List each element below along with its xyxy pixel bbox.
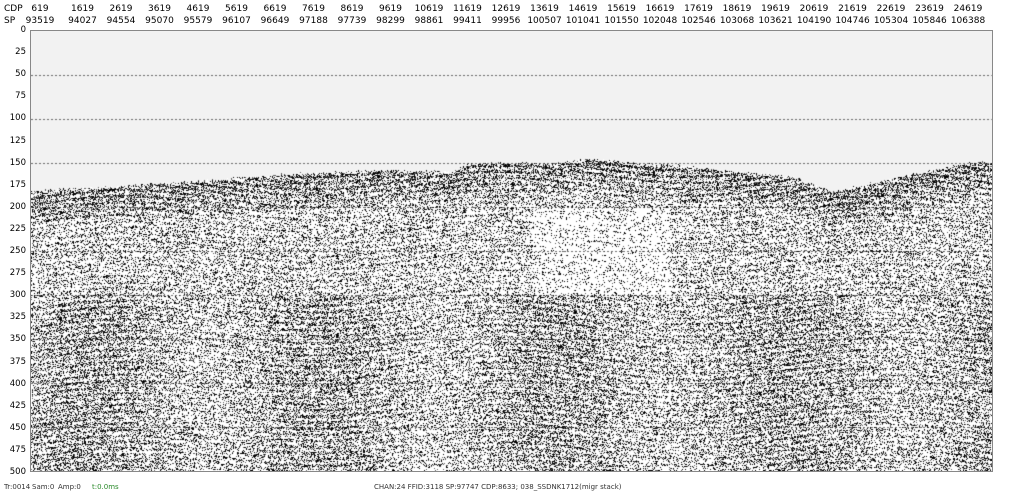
cdp-value: 7619 — [302, 4, 325, 14]
sp-value: 100507 — [527, 16, 562, 26]
time-tick-label: 50 — [15, 69, 26, 80]
cdp-value: 10619 — [414, 4, 444, 14]
time-tick-label: 200 — [9, 201, 26, 212]
sp-value: 98299 — [376, 16, 405, 26]
sp-value: 93519 — [25, 16, 55, 26]
sample-readout: Sam:0 — [32, 483, 55, 491]
sp-value: 96107 — [222, 16, 251, 26]
time-tick-label: 100 — [9, 113, 26, 124]
cdp-value: 12619 — [491, 4, 521, 14]
cdp-value: 16619 — [645, 4, 675, 14]
cdp-value: 5619 — [225, 4, 248, 14]
sp-value: 105304 — [873, 16, 909, 26]
time-tick-label: 375 — [9, 356, 26, 367]
sp-value: 102048 — [642, 16, 678, 26]
time-tick-label: 25 — [15, 47, 26, 58]
time-tick-label: 225 — [9, 223, 26, 234]
seismic-image[interactable] — [31, 31, 992, 471]
cdp-value: 8619 — [340, 4, 364, 14]
cdp-value: 1619 — [71, 4, 94, 14]
sp-value: 103621 — [758, 16, 793, 26]
cdp-value: 13619 — [530, 4, 559, 14]
sp-value: 97739 — [337, 16, 367, 26]
cdp-value: 4619 — [186, 4, 210, 14]
seismic-section[interactable] — [30, 30, 993, 472]
time-tick-label: 250 — [9, 246, 26, 256]
sp-value: 104190 — [796, 16, 832, 26]
sp-value: 103068 — [719, 16, 755, 26]
time-tick-label: 175 — [9, 179, 26, 190]
cdp-value: 22619 — [876, 4, 906, 14]
time-tick-label: 125 — [9, 135, 26, 146]
time-tick-label: 325 — [9, 312, 26, 323]
cdp-value: 11619 — [453, 4, 482, 14]
sp-value: 106388 — [950, 16, 986, 26]
cdp-value: 14619 — [568, 4, 598, 14]
cdp-value: 9619 — [379, 4, 402, 14]
cdp-value: 17619 — [684, 4, 713, 14]
cdp-value: 619 — [31, 4, 49, 14]
cdp-value: 19619 — [761, 4, 790, 14]
cdp-value: 23619 — [915, 4, 944, 14]
sp-label: SP — [4, 16, 16, 26]
time-tick-label: 275 — [9, 268, 26, 279]
cdp-value: 21619 — [838, 4, 867, 14]
section-info: CHAN:24 FFID:3118 SP:97747 CDP:8633; 038… — [374, 483, 622, 491]
time-readout: t:0.0ms — [92, 483, 119, 491]
sp-value: 101041 — [565, 16, 601, 26]
sp-value: 97188 — [299, 16, 328, 26]
cdp-value: 24619 — [953, 4, 983, 14]
trace-readout: Tr:0014 — [4, 483, 31, 491]
time-tick-label: 350 — [9, 334, 26, 345]
cdp-value: 2619 — [109, 4, 133, 14]
cdp-label: CDP — [4, 4, 23, 14]
time-tick-label: 450 — [9, 422, 26, 433]
time-tick-label: 75 — [15, 91, 26, 102]
sp-value: 94027 — [68, 16, 97, 26]
sp-value: 99956 — [491, 16, 521, 26]
sp-value: 94554 — [106, 16, 136, 26]
sp-value: 95070 — [145, 16, 174, 26]
time-tick-label: 400 — [9, 378, 26, 389]
cdp-value: 20619 — [799, 4, 829, 14]
sp-value: 105846 — [912, 16, 947, 26]
sp-value: 104746 — [835, 16, 870, 26]
sp-value: 95579 — [183, 16, 213, 26]
time-tick-label: 500 — [9, 467, 26, 477]
sp-value: 96649 — [260, 16, 290, 26]
trace-header: CDP SP 619 1619 2619 3619 4619 5619 6619 7619 86… — [0, 0, 1024, 28]
cdp-value: 18619 — [722, 4, 752, 14]
time-tick-label: 150 — [9, 157, 26, 168]
sp-value: 101550 — [604, 16, 639, 26]
time-tick-label: 425 — [9, 400, 26, 411]
cdp-value: 6619 — [263, 4, 287, 14]
cdp-value: 15619 — [607, 4, 636, 14]
sp-value: 99411 — [453, 16, 482, 26]
time-tick-label: 0 — [20, 25, 26, 35]
amplitude-readout: Amp:0 — [58, 483, 81, 491]
cdp-value: 3619 — [148, 4, 171, 14]
time-tick-label: 475 — [9, 444, 26, 455]
sp-value: 102546 — [681, 16, 716, 26]
time-tick-label: 300 — [9, 290, 26, 301]
sp-value: 98861 — [414, 16, 444, 26]
